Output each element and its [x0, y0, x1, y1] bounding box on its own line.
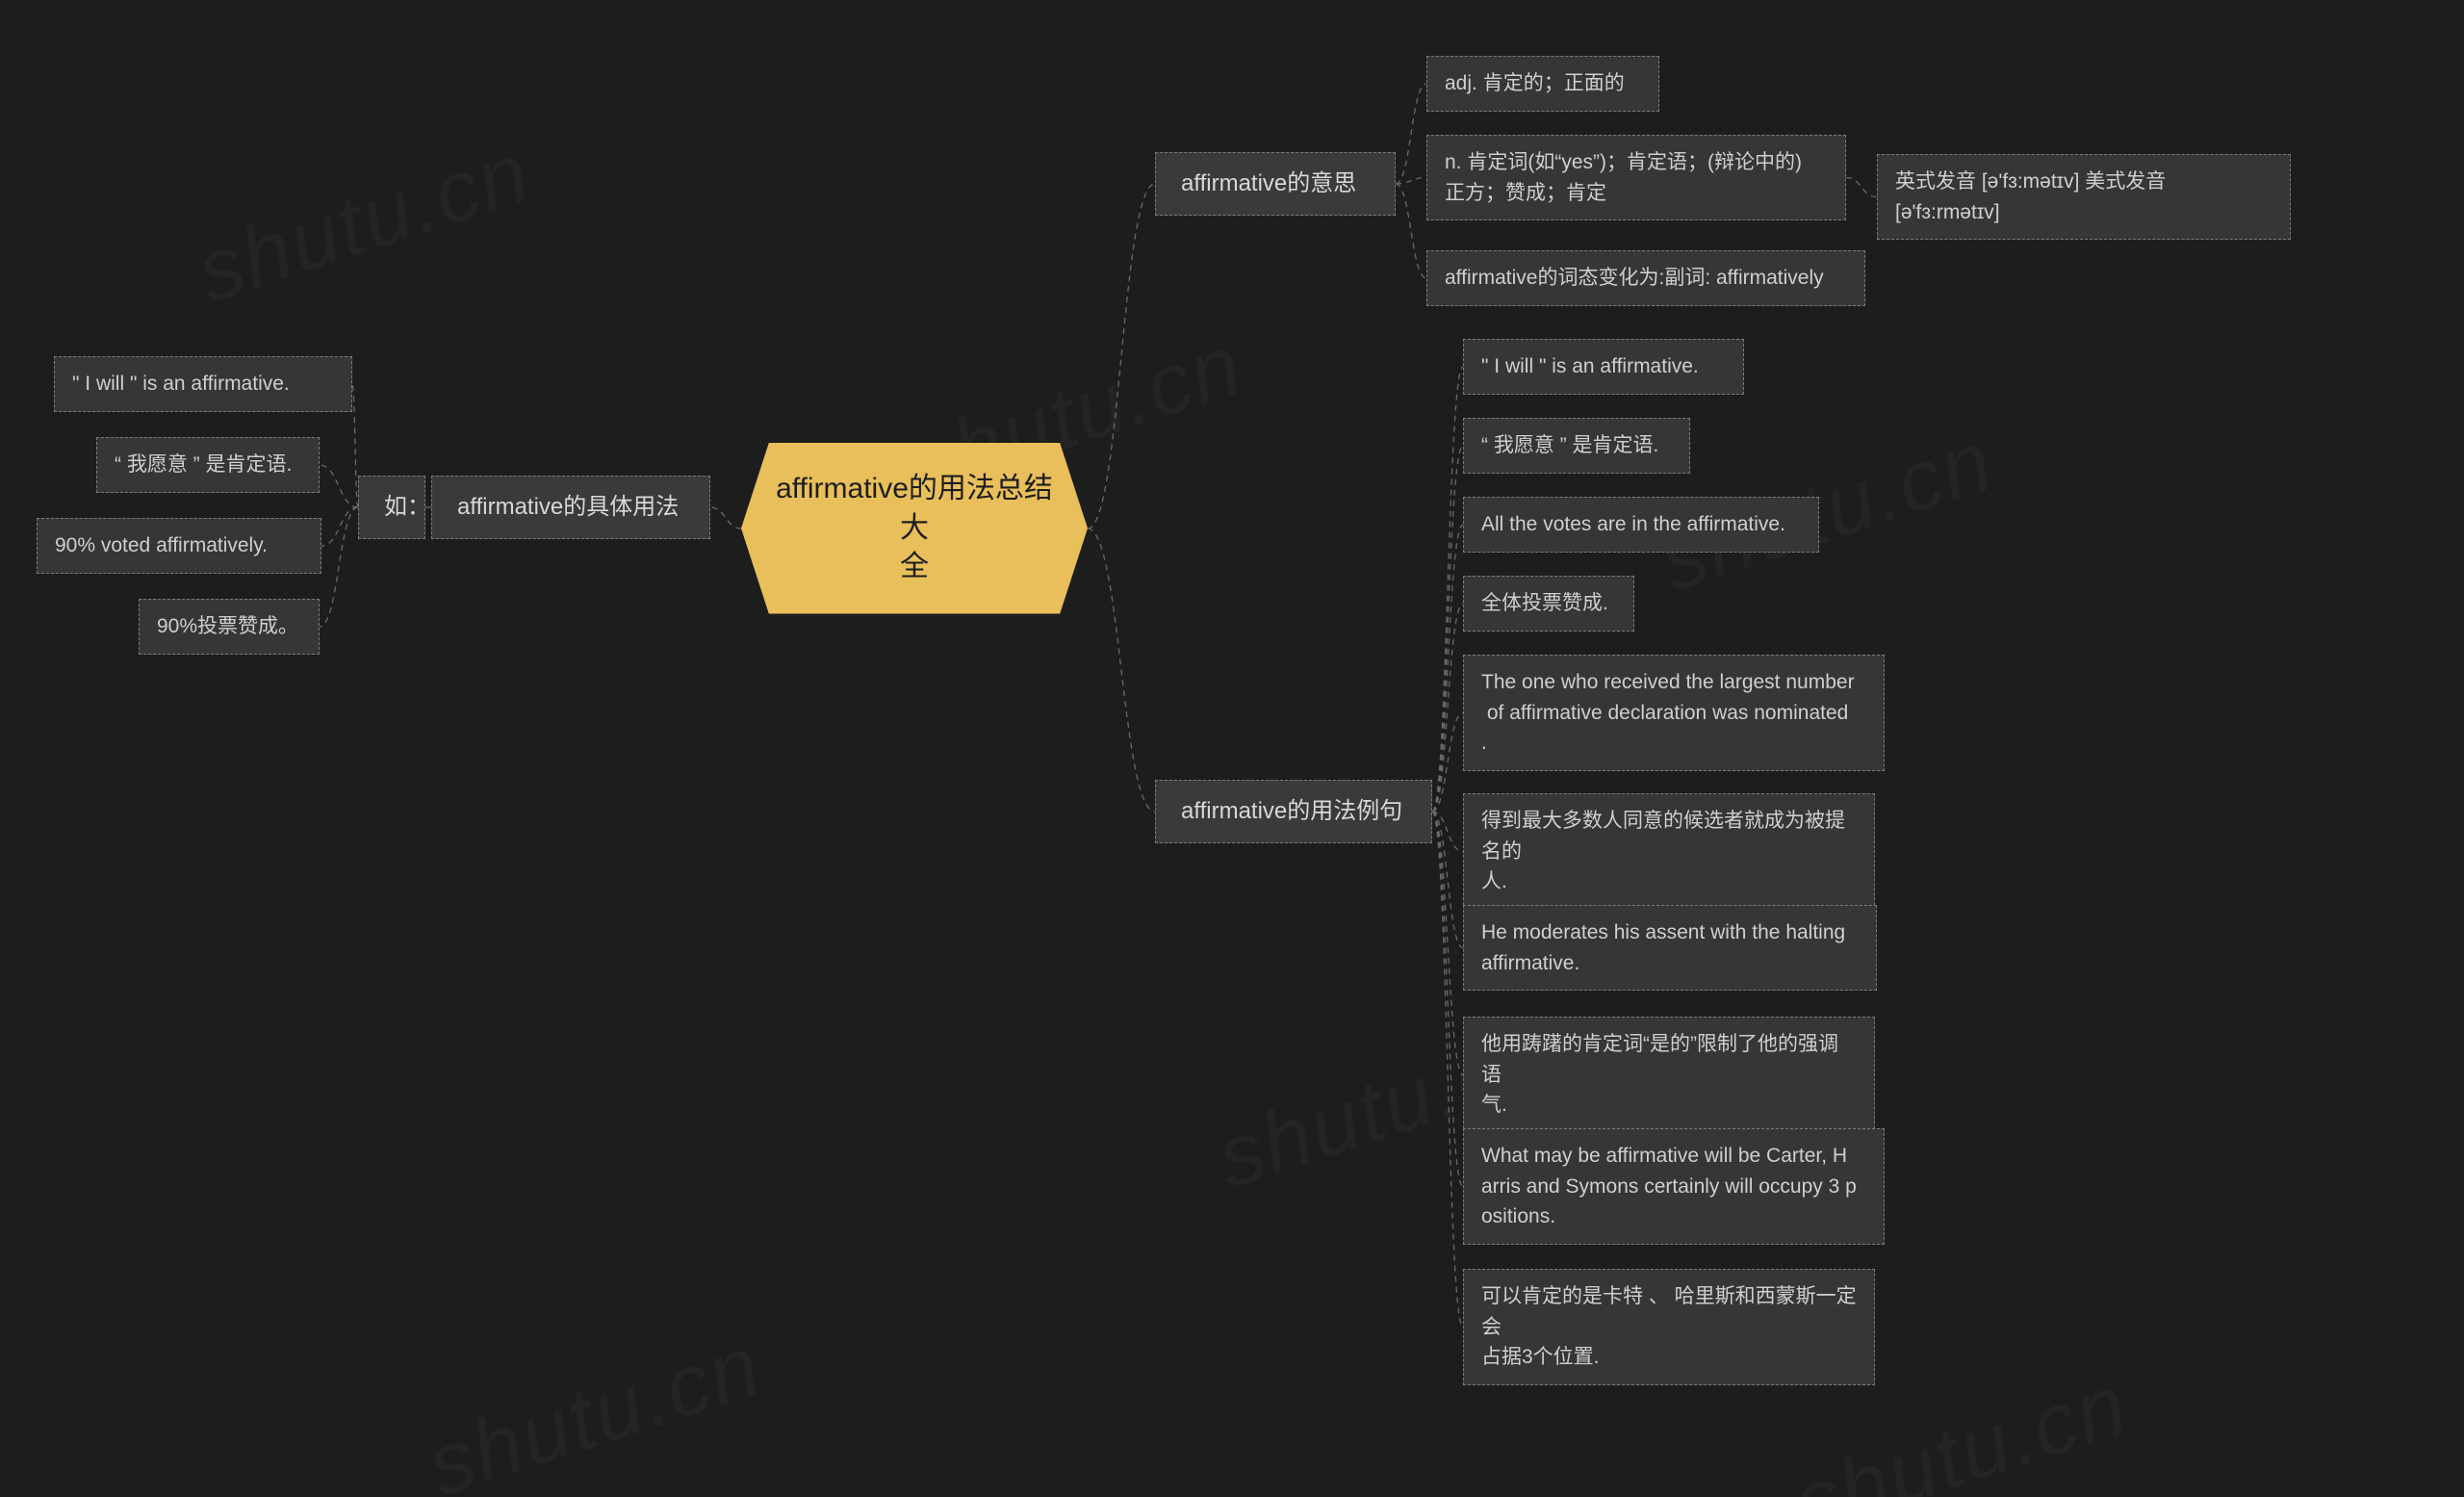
branch-node[interactable]: 如： — [358, 476, 425, 539]
mindmap-canvas: shutu.cnshutu.cnshutu.cnshutu.cnshutu.cn… — [0, 0, 2464, 1497]
connector — [1432, 446, 1463, 812]
leaf-node[interactable]: affirmative的词态变化为:副词: affirmatively — [1426, 250, 1865, 306]
connector — [1088, 529, 1155, 812]
connector — [1432, 812, 1463, 852]
connector — [1846, 178, 1877, 197]
leaf-node[interactable]: 得到最大多数人同意的候选者就成为被提名的 人. — [1463, 793, 1875, 910]
leaf-node[interactable]: 90% voted affirmatively. — [37, 518, 321, 574]
branch-node[interactable]: affirmative的用法例句 — [1155, 780, 1432, 843]
connector — [1432, 525, 1463, 812]
connector — [1432, 812, 1463, 1187]
connector — [1432, 713, 1463, 813]
watermark: shutu.cn — [186, 122, 543, 323]
connector — [320, 465, 358, 507]
connector — [1088, 184, 1155, 529]
connector — [1432, 604, 1463, 812]
branch-node[interactable]: affirmative的意思 — [1155, 152, 1396, 216]
connector — [1432, 812, 1463, 1075]
leaf-node[interactable]: " I will " is an affirmative. — [54, 356, 352, 412]
leaf-node[interactable]: He moderates his assent with the halting… — [1463, 905, 1877, 991]
leaf-node[interactable]: The one who received the largest number … — [1463, 655, 1885, 771]
leaf-node[interactable]: adj. 肯定的；正面的 — [1426, 56, 1659, 112]
leaf-node[interactable]: What may be affirmative will be Carter, … — [1463, 1128, 1885, 1245]
connector — [1396, 84, 1426, 184]
leaf-node[interactable]: " I will " is an affirmative. — [1463, 339, 1744, 395]
connector — [1432, 812, 1463, 948]
watermark: shutu.cn — [417, 1316, 774, 1497]
leaf-node[interactable]: 他用踌躇的肯定词“是的”限制了他的强调语 气. — [1463, 1017, 1875, 1133]
root-node[interactable]: affirmative的用法总结大 全 — [741, 443, 1088, 614]
leaf-node[interactable]: “ 我愿意 ” 是肯定语. — [96, 437, 320, 493]
connector — [1396, 178, 1426, 185]
leaf-node[interactable]: 英式发音 [ə'fɜ:mətɪv] 美式发音 [ə'fɜ:rmətɪv] — [1877, 154, 2291, 240]
connector — [1432, 812, 1463, 1328]
leaf-node[interactable]: n. 肯定词(如“yes”)；肯定语；(辩论中的) 正方；赞成；肯定 — [1426, 135, 1846, 220]
leaf-node[interactable]: 90%投票赞成。 — [139, 599, 320, 655]
connector — [1432, 367, 1463, 812]
leaf-node[interactable]: All the votes are in the affirmative. — [1463, 497, 1819, 553]
leaf-node[interactable]: 全体投票赞成. — [1463, 576, 1634, 632]
connector — [1396, 184, 1426, 278]
connector — [710, 507, 741, 529]
connector — [320, 507, 358, 627]
leaf-node[interactable]: 可以肯定的是卡特 、 哈里斯和西蒙斯一定会 占据3个位置. — [1463, 1269, 1875, 1385]
leaf-node[interactable]: “ 我愿意 ” 是肯定语. — [1463, 418, 1690, 474]
connector — [321, 507, 358, 546]
branch-node[interactable]: affirmative的具体用法 — [431, 476, 710, 539]
